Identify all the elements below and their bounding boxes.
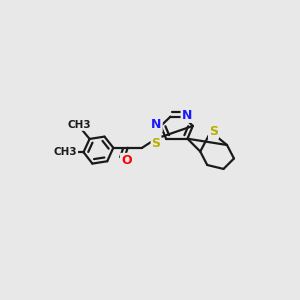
Text: O: O (121, 154, 132, 167)
Text: N: N (182, 109, 192, 122)
Text: CH3: CH3 (54, 147, 77, 157)
Text: S: S (152, 137, 160, 150)
Text: CH3: CH3 (67, 120, 91, 130)
Text: N: N (152, 118, 162, 131)
Text: S: S (209, 125, 218, 138)
